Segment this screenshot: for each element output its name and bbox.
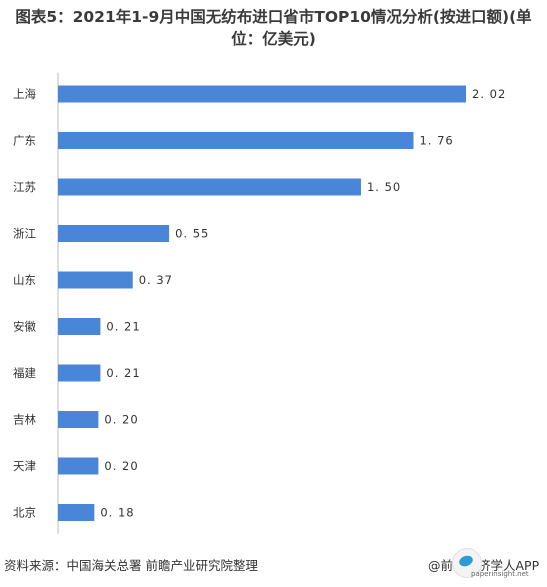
value-label: 1. 76	[419, 134, 453, 148]
value-label: 0. 20	[104, 459, 138, 473]
bar	[58, 364, 101, 382]
bar	[58, 504, 95, 521]
category-label: 吉林	[13, 413, 36, 427]
value-label: 0. 21	[106, 366, 140, 380]
bar	[58, 457, 99, 475]
chart-title: 图表5：2021年1-9月中国无纺布进口省市TOP10情况分析(按进口额)(单 …	[10, 6, 537, 50]
brand-site: paperinsight.net	[471, 570, 529, 578]
category-label: 江苏	[13, 180, 36, 194]
bar	[58, 85, 466, 103]
value-label: 0. 18	[100, 506, 134, 520]
bar	[58, 318, 101, 335]
category-label: 上海	[13, 87, 36, 101]
brand-logo-icon	[452, 548, 482, 578]
value-label: 0. 37	[139, 273, 173, 287]
value-label: 0. 21	[106, 320, 140, 334]
category-label: 安徽	[13, 320, 36, 334]
category-label: 广东	[13, 134, 36, 148]
bar	[58, 271, 133, 289]
value-label: 0. 20	[104, 413, 138, 427]
category-label: 浙江	[13, 227, 36, 241]
bar	[58, 411, 99, 428]
bar	[58, 178, 361, 196]
value-label: 0. 55	[175, 227, 209, 241]
source-note: 资料来源：中国海关总署 前瞻产业研究院整理	[4, 558, 258, 573]
value-label: 2. 02	[472, 87, 506, 101]
chart-title-line-2: 位：亿美元)	[231, 30, 316, 48]
category-label: 福建	[13, 366, 36, 380]
chart-title-line-1: 图表5：2021年1-9月中国无纺布进口省市TOP10情况分析(按进口额)(单	[15, 8, 532, 26]
bar	[58, 132, 414, 149]
value-label: 1. 50	[367, 180, 401, 194]
category-label: 天津	[13, 459, 36, 473]
bar	[58, 225, 170, 242]
bars-layer: 上海 2. 02 广东 1. 76 江苏 1. 50 浙江 0. 55 山东 0. 37 安徽 0. …	[13, 72, 506, 534]
category-label: 山东	[13, 273, 36, 287]
category-label: 北京	[13, 506, 36, 520]
